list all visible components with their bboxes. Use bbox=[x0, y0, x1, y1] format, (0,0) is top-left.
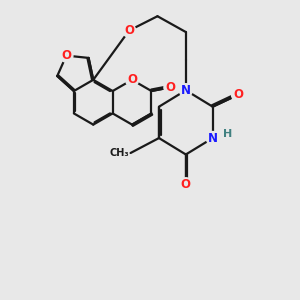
Circle shape bbox=[60, 49, 73, 62]
Text: O: O bbox=[181, 178, 191, 191]
Text: O: O bbox=[124, 24, 134, 37]
Circle shape bbox=[179, 84, 192, 97]
Circle shape bbox=[122, 24, 136, 37]
Circle shape bbox=[232, 88, 245, 101]
Text: O: O bbox=[127, 73, 137, 86]
Text: O: O bbox=[166, 81, 176, 94]
Circle shape bbox=[164, 81, 177, 94]
Text: H: H bbox=[223, 130, 232, 140]
Text: N: N bbox=[181, 84, 191, 97]
Circle shape bbox=[125, 73, 139, 86]
Text: N: N bbox=[208, 132, 218, 145]
Text: O: O bbox=[61, 49, 71, 62]
Circle shape bbox=[206, 131, 219, 145]
Text: O: O bbox=[233, 88, 243, 101]
Text: CH₃: CH₃ bbox=[110, 148, 129, 158]
Circle shape bbox=[179, 178, 192, 191]
